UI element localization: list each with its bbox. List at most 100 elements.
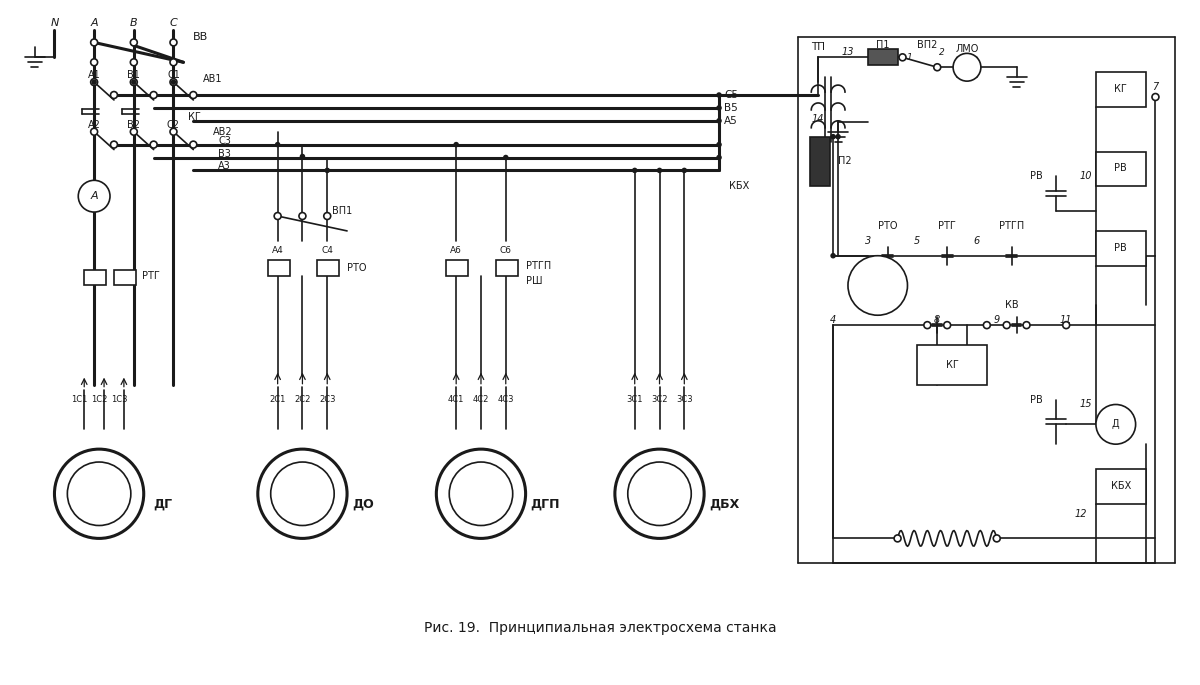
Bar [114,270,136,286]
Text: ВВ: ВВ [193,32,209,42]
Circle shape [170,59,176,66]
Text: B2: B2 [127,120,140,129]
Circle shape [716,118,722,123]
Circle shape [848,256,907,315]
Circle shape [632,168,637,173]
Circle shape [170,128,176,135]
Text: 3С2: 3С2 [652,395,667,404]
Text: A1: A1 [88,70,101,80]
Circle shape [91,129,97,134]
Text: A: A [90,18,98,27]
Text: 9: 9 [994,315,1000,325]
Text: 6: 6 [973,236,980,246]
Text: 10: 10 [1080,171,1092,182]
Text: РТГ: РТГ [938,221,956,231]
Circle shape [449,462,512,525]
Text: 8: 8 [934,315,941,325]
Circle shape [716,105,722,111]
Circle shape [275,142,281,147]
Circle shape [324,168,330,173]
Circle shape [953,53,980,81]
Circle shape [894,535,901,542]
Text: ТП: ТП [811,42,826,53]
Text: 2С3: 2С3 [319,395,336,404]
Text: АВ2: АВ2 [214,127,233,137]
Circle shape [91,79,97,85]
Text: РТГП: РТГП [526,260,551,271]
Circle shape [91,39,97,46]
Circle shape [628,462,691,525]
Text: A4: A4 [271,246,283,256]
Circle shape [170,79,176,85]
Text: ДО: ДО [352,497,373,510]
Text: ДГП: ДГП [530,497,560,510]
Text: 11: 11 [1060,315,1073,325]
Bar [1096,469,1146,503]
Bar [1096,151,1146,186]
Text: A2: A2 [88,120,101,129]
Circle shape [994,535,1001,542]
Circle shape [131,128,137,135]
Text: 1С1: 1С1 [71,395,88,404]
Text: ВП1: ВП1 [332,206,353,216]
Text: 5: 5 [914,236,920,246]
Circle shape [682,168,688,173]
Circle shape [190,141,197,148]
Text: 4: 4 [830,315,836,325]
Text: КБХ: КБХ [1111,481,1130,491]
Circle shape [300,153,305,160]
Text: РВ: РВ [1115,164,1127,173]
Circle shape [830,253,836,258]
Text: С6: С6 [499,246,511,256]
Text: АВ1: АВ1 [203,74,223,84]
Text: КГ: КГ [1115,84,1127,94]
Text: РВ: РВ [1115,242,1127,253]
Circle shape [67,462,131,525]
Circle shape [1003,322,1010,329]
Text: A: A [90,191,98,201]
Circle shape [1152,94,1159,101]
Circle shape [110,141,118,148]
Text: 2С1: 2С1 [270,395,286,404]
Text: 7: 7 [1152,82,1158,92]
Circle shape [656,168,662,173]
Circle shape [299,212,306,219]
Text: А5: А5 [724,116,738,126]
Text: 2: 2 [940,48,946,57]
Circle shape [131,59,137,66]
Text: С5: С5 [724,90,738,100]
Circle shape [54,449,144,538]
Text: РТГ: РТГ [142,271,160,281]
Text: B1: B1 [127,70,140,80]
Circle shape [131,129,137,134]
Circle shape [943,322,950,329]
Text: 3С3: 3С3 [676,395,692,404]
Text: ЛМО: ЛМО [955,45,979,54]
Text: В5: В5 [724,103,738,113]
Circle shape [78,180,110,212]
Circle shape [91,59,97,66]
Circle shape [716,155,722,160]
Circle shape [437,449,526,538]
Text: ДГ: ДГ [154,497,173,510]
Circle shape [924,322,931,329]
Text: В3: В3 [218,149,230,158]
Circle shape [131,39,137,46]
Text: 2С2: 2С2 [294,395,311,404]
Text: 1: 1 [906,53,912,62]
Text: А3: А3 [218,162,230,171]
Bar [496,260,517,275]
Circle shape [716,142,722,147]
Circle shape [271,462,334,525]
Circle shape [324,212,331,219]
Circle shape [835,134,841,140]
Bar [446,260,468,275]
Circle shape [91,128,97,135]
Text: КГ: КГ [946,360,959,370]
Text: 12: 12 [1075,508,1087,519]
Circle shape [1096,405,1135,444]
Circle shape [150,92,157,99]
Circle shape [131,79,137,85]
Bar [84,270,106,286]
Text: РШ: РШ [526,275,542,286]
